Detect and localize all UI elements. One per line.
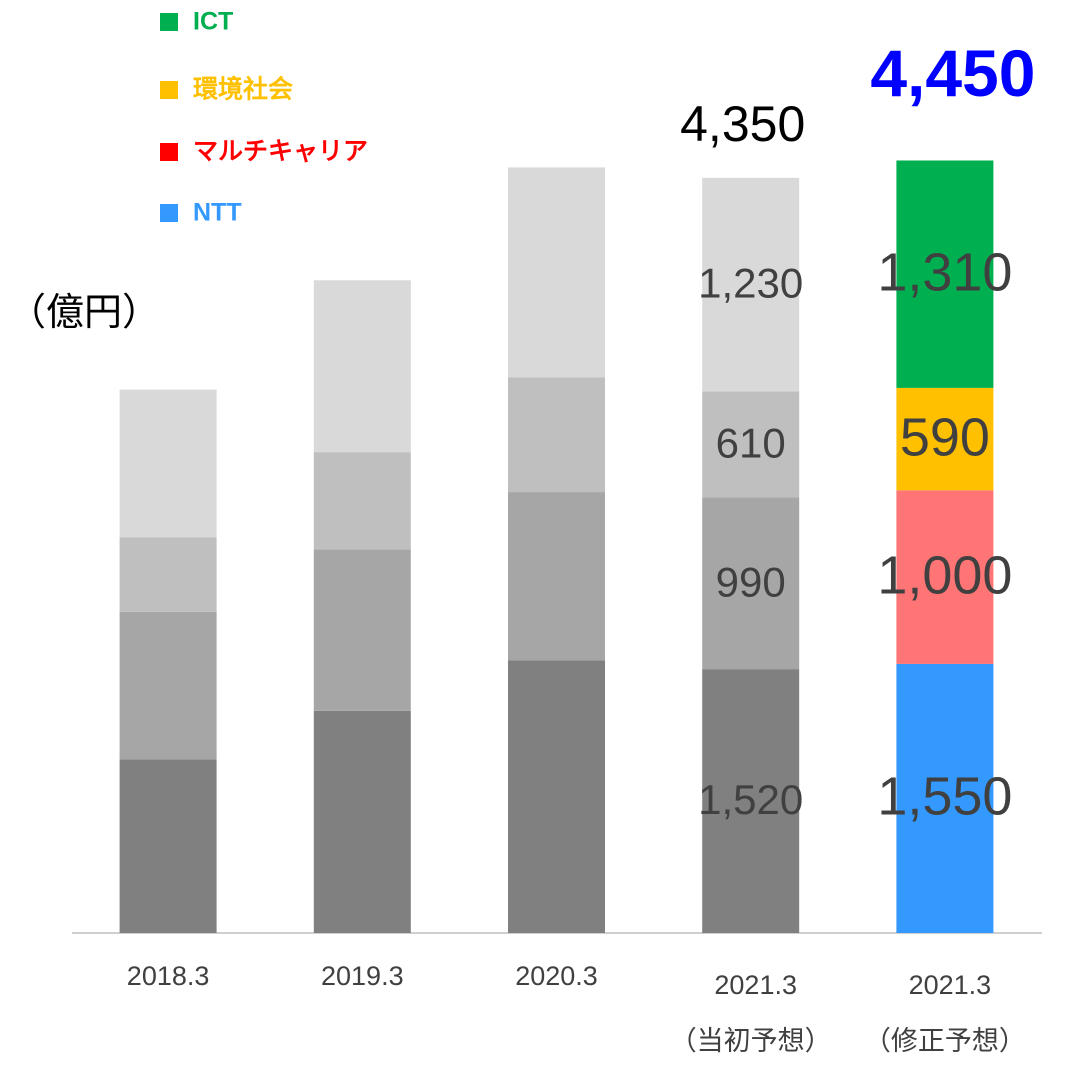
- legend-swatch: [160, 81, 178, 99]
- data-label: 1,310: [877, 242, 1012, 302]
- legend-label: NTT: [193, 199, 242, 227]
- data-label: 590: [900, 407, 990, 467]
- bar-segment: [896, 387, 994, 491]
- legend-label: ICT: [193, 8, 233, 36]
- bar-segment: [119, 759, 217, 933]
- legend-swatch: [160, 204, 178, 222]
- bar-segment: [896, 663, 994, 933]
- total-label: 4,350: [680, 96, 805, 152]
- bar-segment: [508, 377, 605, 493]
- bar-segment: [313, 452, 411, 550]
- bar-segment: [119, 537, 217, 612]
- data-label: 1,230: [698, 260, 803, 307]
- bar-segment: [508, 492, 605, 661]
- data-label: 1,550: [877, 767, 1012, 827]
- x-tick-label: 2018.3: [127, 961, 210, 991]
- data-label: 1,000: [877, 545, 1012, 605]
- bar-segment: [508, 167, 605, 378]
- bar-segment: [896, 490, 994, 664]
- data-label: 990: [716, 558, 786, 605]
- bar-segment: [702, 391, 800, 498]
- bar-segment: [702, 669, 800, 933]
- bar-segment: [313, 549, 411, 711]
- data-label: 1,520: [698, 776, 803, 823]
- legend-label: 環境社会: [193, 75, 293, 104]
- legend-swatch: [160, 13, 178, 31]
- x-tick-label: 2021.3: [714, 970, 797, 1000]
- x-tick-label: 2020.3: [515, 961, 598, 991]
- x-tick-label: 2021.3: [909, 970, 992, 1000]
- bar-segment: [508, 660, 605, 933]
- data-label: 610: [716, 419, 786, 466]
- bar-segment: [896, 160, 994, 388]
- x-tick-note: （当初予想）: [670, 1026, 832, 1056]
- bar-segment: [313, 280, 411, 453]
- bar-segment: [702, 497, 800, 670]
- bar-segment: [119, 611, 217, 760]
- x-tick-label: 2019.3: [321, 961, 404, 991]
- unit-label: （億円）: [8, 292, 160, 334]
- x-tick-note: （修正予想）: [864, 1026, 1026, 1056]
- legend-swatch: [160, 143, 178, 161]
- bar-segment: [702, 177, 800, 392]
- bar-segment: [313, 710, 411, 933]
- legend-label: マルチキャリア: [193, 138, 368, 166]
- total-label: 4,450: [870, 36, 1035, 110]
- bar-segment: [119, 389, 217, 538]
